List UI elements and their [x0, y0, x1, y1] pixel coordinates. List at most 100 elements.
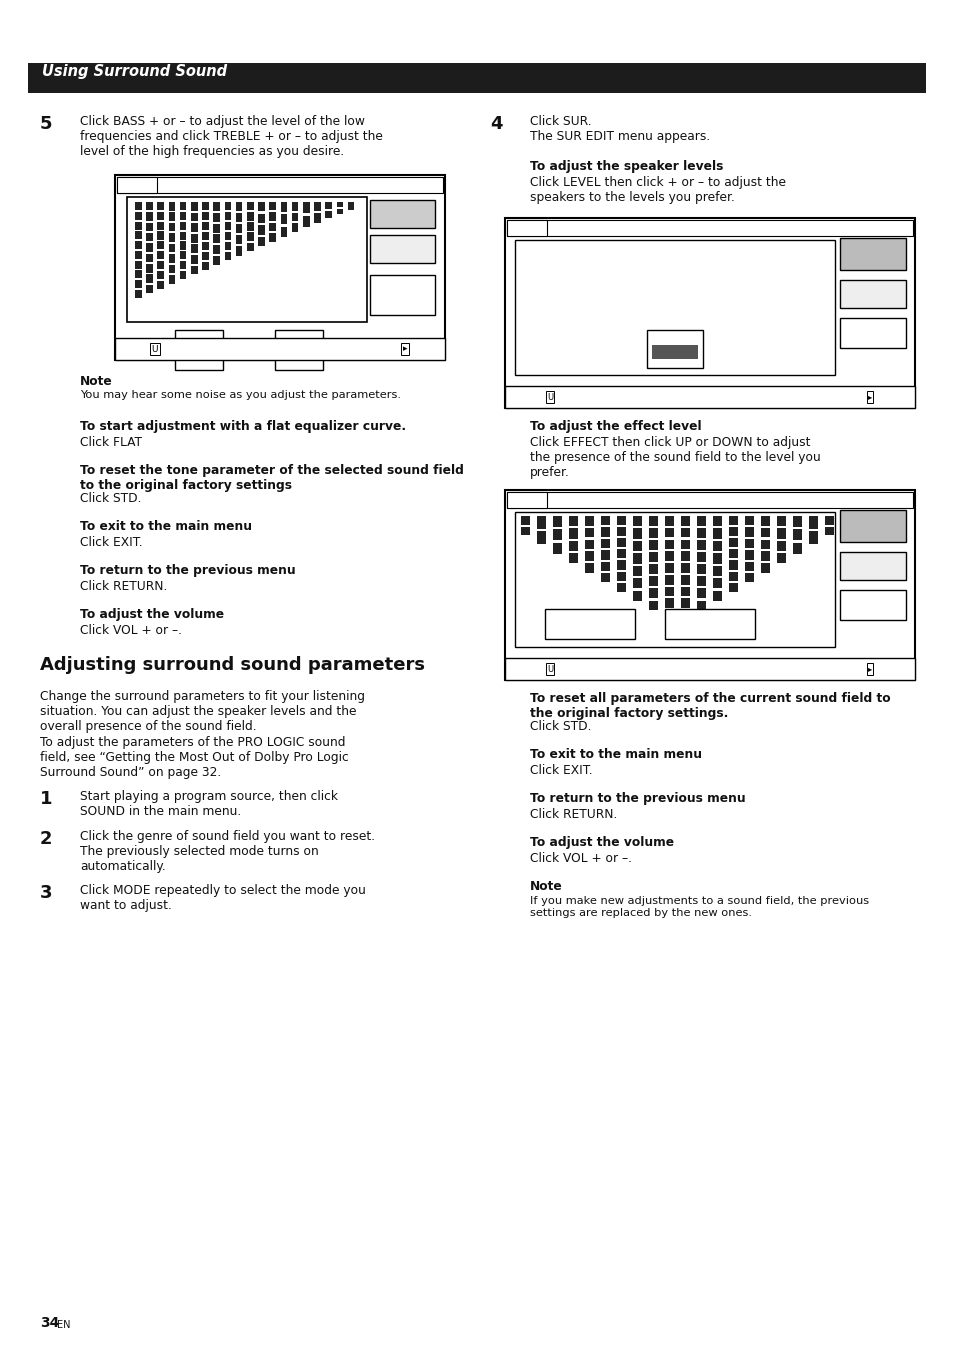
- Bar: [728, 561, 737, 570]
- Bar: [712, 554, 721, 563]
- Bar: [506, 492, 546, 508]
- Bar: [157, 222, 164, 230]
- Bar: [760, 528, 769, 538]
- Bar: [146, 254, 152, 262]
- Bar: [680, 539, 689, 550]
- Bar: [269, 212, 275, 220]
- Bar: [202, 222, 209, 230]
- Bar: [664, 539, 673, 550]
- Bar: [633, 540, 641, 551]
- Bar: [169, 223, 175, 231]
- Bar: [191, 223, 197, 232]
- Bar: [191, 212, 197, 222]
- Bar: [135, 222, 141, 230]
- Bar: [280, 345, 317, 357]
- Bar: [235, 224, 242, 234]
- Text: Click EXIT.: Click EXIT.: [530, 765, 592, 777]
- Bar: [712, 578, 721, 589]
- Bar: [712, 566, 721, 576]
- Bar: [269, 203, 275, 211]
- Bar: [824, 516, 833, 524]
- Bar: [169, 212, 175, 222]
- Bar: [135, 270, 141, 278]
- Bar: [146, 203, 152, 211]
- Text: Start playing a program source, then click
SOUND in the main menu.: Start playing a program source, then cli…: [80, 790, 337, 817]
- Bar: [235, 203, 242, 211]
- Bar: [728, 571, 737, 581]
- Bar: [224, 232, 231, 240]
- Bar: [600, 527, 609, 536]
- Bar: [728, 550, 737, 558]
- Bar: [247, 212, 253, 220]
- Text: 34: 34: [40, 1316, 59, 1329]
- Bar: [584, 516, 593, 526]
- Bar: [179, 203, 186, 211]
- Bar: [680, 516, 689, 526]
- Text: To return to the previous menu: To return to the previous menu: [530, 792, 745, 805]
- Bar: [325, 211, 332, 219]
- Text: To adjust the parameters of the PRO LOGIC sound
field, see “Getting the Most Out: To adjust the parameters of the PRO LOGI…: [40, 736, 349, 780]
- Bar: [303, 216, 310, 227]
- Bar: [680, 563, 689, 573]
- Bar: [146, 285, 152, 293]
- Bar: [325, 203, 332, 209]
- Bar: [712, 540, 721, 551]
- Bar: [213, 235, 220, 243]
- Bar: [520, 527, 529, 535]
- Bar: [157, 242, 164, 250]
- Bar: [258, 236, 265, 246]
- Bar: [274, 330, 323, 370]
- Bar: [568, 516, 578, 526]
- Text: To exit to the main menu: To exit to the main menu: [80, 520, 252, 534]
- Text: ▸: ▸: [867, 665, 871, 674]
- Bar: [258, 203, 265, 212]
- Bar: [157, 270, 164, 278]
- Text: ▸: ▸: [402, 345, 407, 354]
- Bar: [202, 242, 209, 250]
- Bar: [348, 203, 355, 205]
- Text: Click the genre of sound field you want to reset.
The previously selected mode t: Click the genre of sound field you want …: [80, 830, 375, 873]
- Bar: [303, 203, 310, 213]
- Bar: [169, 265, 175, 273]
- Bar: [292, 203, 298, 211]
- Text: Click FLAT: Click FLAT: [80, 436, 142, 449]
- Text: Adjusting surround sound parameters: Adjusting surround sound parameters: [40, 657, 424, 674]
- Bar: [648, 565, 658, 574]
- Bar: [506, 220, 912, 236]
- Bar: [135, 240, 141, 249]
- Bar: [174, 330, 223, 370]
- Bar: [744, 539, 753, 549]
- Bar: [584, 539, 593, 550]
- Bar: [744, 527, 753, 536]
- Bar: [680, 611, 689, 620]
- Text: Click EFFECT then click UP or DOWN to adjust
the presence of the sound field to : Click EFFECT then click UP or DOWN to ad…: [530, 436, 820, 480]
- Bar: [202, 262, 209, 270]
- Bar: [157, 261, 164, 269]
- Bar: [792, 516, 801, 527]
- Bar: [633, 566, 641, 576]
- Bar: [664, 528, 673, 538]
- Bar: [179, 261, 186, 269]
- Bar: [617, 527, 625, 536]
- Bar: [553, 543, 561, 554]
- Bar: [213, 213, 220, 222]
- Bar: [633, 516, 641, 526]
- Text: You may hear some noise as you adjust the parameters.: You may hear some noise as you adjust th…: [80, 390, 400, 400]
- Bar: [146, 274, 152, 282]
- Bar: [370, 276, 435, 315]
- Text: Click VOL + or –.: Click VOL + or –.: [530, 852, 631, 865]
- Bar: [247, 232, 253, 240]
- Bar: [169, 234, 175, 242]
- Bar: [553, 530, 561, 540]
- Bar: [135, 261, 141, 269]
- Bar: [280, 227, 287, 236]
- Text: Click VOL + or –.: Click VOL + or –.: [80, 624, 182, 638]
- Text: To adjust the effect level: To adjust the effect level: [530, 420, 700, 434]
- Bar: [544, 609, 635, 639]
- Bar: [697, 553, 705, 562]
- Bar: [247, 243, 253, 251]
- Bar: [269, 234, 275, 242]
- Bar: [697, 577, 705, 586]
- Bar: [792, 530, 801, 540]
- Text: To reset the tone parameter of the selected sound field
to the original factory : To reset the tone parameter of the selec…: [80, 463, 463, 492]
